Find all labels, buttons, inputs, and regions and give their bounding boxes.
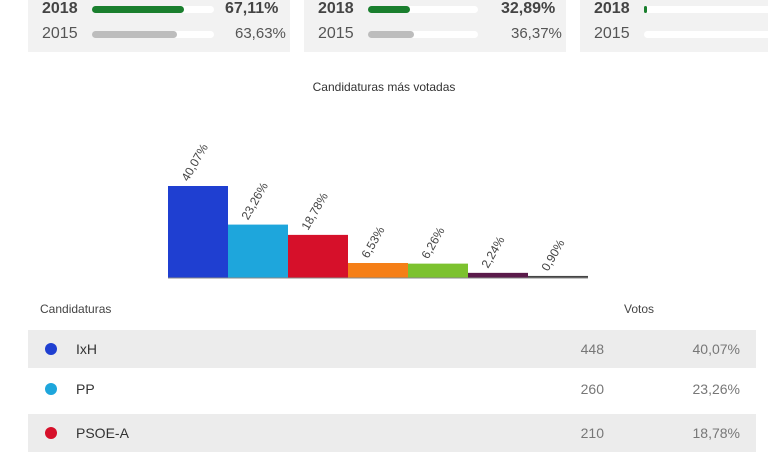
party-color-dot [45, 343, 57, 355]
progress-track [92, 31, 214, 38]
participation-panel-1: 2018 67,11% 2015 63,63% [28, 0, 290, 52]
party-color-dot [45, 427, 57, 439]
progress-track [92, 6, 214, 13]
year-label: 2018 [42, 0, 78, 17]
bar-2 [228, 224, 288, 278]
party-name: PSOE-A [76, 425, 129, 441]
chart-title: Candidaturas más votadas [312, 80, 456, 94]
bar-data-label: 6,26% [418, 224, 447, 261]
progress-fill [368, 6, 410, 13]
percent-value: 67,11% [225, 0, 279, 17]
vote-count: 448 [580, 341, 604, 357]
bar-5 [408, 263, 468, 278]
percent-value: 63,63% [235, 25, 286, 42]
progress-fill [644, 6, 647, 13]
bar-data-label: 6,53% [358, 224, 387, 261]
party-color-dot [45, 383, 57, 395]
bar-data-label: 40,07% [178, 141, 211, 184]
bar-data-label: 2,24% [478, 234, 507, 271]
bar-1 [168, 186, 228, 278]
year-label: 2015 [318, 25, 354, 42]
progress-track [644, 31, 768, 38]
vote-count: 210 [580, 425, 604, 441]
bar-data-label: 23,26% [238, 180, 271, 223]
bar-4 [348, 263, 408, 278]
table-row[interactable]: IxH 448 40,07% [28, 330, 756, 368]
table-row[interactable]: PSOE-A 210 18,78% [28, 414, 756, 452]
progress-fill [368, 31, 415, 38]
progress-fill [92, 31, 178, 38]
bar-3 [288, 234, 348, 278]
results-bar-chart: 40,07% 23,26% 18,78% 6,53% 6,26% 2,24% 0,90% [168, 141, 588, 279]
year-label: 2015 [594, 25, 630, 42]
party-name: IxH [76, 341, 97, 357]
progress-track [644, 6, 768, 13]
year-label: 2015 [42, 25, 78, 42]
year-label: 2018 [594, 0, 630, 17]
participation-panel-2: 2018 32,89% 2015 36,37% [304, 0, 566, 52]
vote-percent: 40,07% [692, 341, 740, 357]
party-name: PP [76, 381, 95, 397]
vote-percent: 23,26% [692, 381, 740, 397]
bar-6 [468, 272, 528, 278]
progress-track [368, 31, 478, 38]
bar-7 [528, 275, 588, 278]
progress-fill [92, 6, 184, 13]
table-row[interactable]: PP 260 23,26% [28, 370, 756, 408]
percent-value: 32,89% [501, 0, 556, 17]
table-header-candidaturas: Candidaturas [40, 302, 112, 316]
vote-count: 260 [580, 381, 604, 397]
vote-percent: 18,78% [692, 425, 740, 441]
year-label: 2018 [318, 0, 354, 17]
participation-panel-3: 2018 2015 [580, 0, 768, 52]
table-header-votos: Votos [624, 302, 655, 316]
bar-data-label: 18,78% [298, 190, 331, 233]
bar-data-label: 0,90% [538, 237, 567, 274]
percent-value: 36,37% [511, 25, 562, 42]
progress-track [368, 6, 478, 13]
